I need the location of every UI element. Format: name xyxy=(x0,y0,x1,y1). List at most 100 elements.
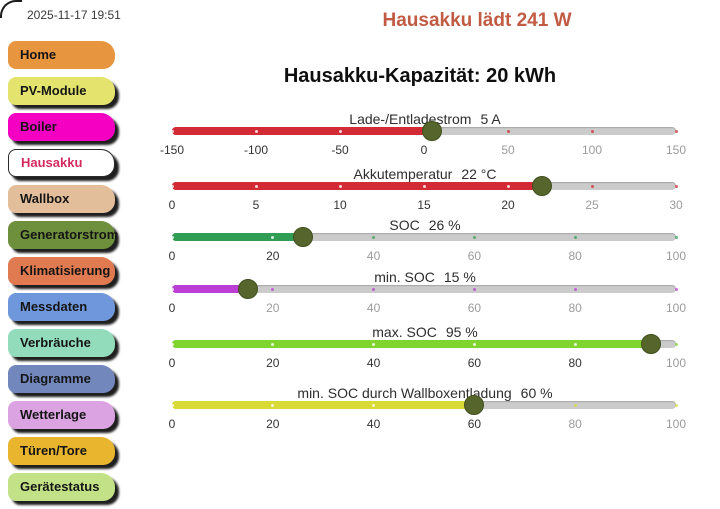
tick-dot xyxy=(573,404,577,407)
tick-label: 100 xyxy=(665,301,687,315)
tick-label: 0 xyxy=(168,301,176,315)
slider-fill xyxy=(172,285,248,293)
slider-thumb[interactable] xyxy=(422,121,443,141)
tick-label: -100 xyxy=(243,143,269,157)
tick-dot xyxy=(372,404,376,407)
sidebar-item-generatorstrom[interactable]: Generatorstrom xyxy=(8,221,118,249)
slider-row-max-soc: max. SOC 95 % 0 20 40 60 80 100 xyxy=(160,324,720,370)
slider-thumb[interactable] xyxy=(531,176,552,196)
tick-dot xyxy=(271,404,275,407)
sidebar-item-pv-module[interactable]: PV-Module xyxy=(8,77,115,105)
tick-label: 80 xyxy=(568,417,582,431)
tick-dot xyxy=(590,130,594,133)
slider-fill xyxy=(172,340,651,348)
slider-value: 22 °C xyxy=(461,166,497,182)
tick-label: 25 xyxy=(585,198,599,212)
sidebar-item-wetterlage[interactable]: Wetterlage xyxy=(8,401,115,429)
tick-label: 20 xyxy=(501,198,515,212)
tick-dot xyxy=(674,130,678,133)
tick-label: 80 xyxy=(568,301,582,315)
tick-labels: 0 20 40 60 80 100 xyxy=(168,356,686,370)
sidebar-item-klimatisierung[interactable]: Klimatisierung xyxy=(8,257,115,285)
slider-name: SOC xyxy=(389,217,420,233)
slider-thumb[interactable] xyxy=(293,227,314,247)
slider-value: 26 % xyxy=(428,217,461,233)
main-content: Hausakku lädt 241 W Hausakku-Kapazität: … xyxy=(160,0,720,508)
tick-label: 100 xyxy=(665,417,687,431)
sidebar-item-boiler[interactable]: Boiler xyxy=(8,113,115,141)
tick-dot xyxy=(271,343,275,346)
slider-thumb[interactable] xyxy=(464,395,485,415)
tick-dot xyxy=(254,130,258,133)
tick-dot xyxy=(674,288,678,291)
sidebar-item-geratestatus[interactable]: Gerätestatus xyxy=(8,473,115,501)
sidebar-item-messdaten[interactable]: Messdaten xyxy=(8,293,115,321)
tick-dot xyxy=(372,343,376,346)
tick-label: 0 xyxy=(168,198,176,212)
slider-row-akkutemperatur: Akkutemperatur 22 °C 0 5 10 15 20 25 30 xyxy=(160,166,720,212)
slider-value: 60 % xyxy=(520,385,553,401)
sidebar-item-turen-tore[interactable]: Türen/Tore xyxy=(8,437,115,465)
slider-track[interactable] xyxy=(170,334,678,354)
tick-label: 40 xyxy=(366,249,381,263)
tick-labels: 0 5 10 15 20 25 30 xyxy=(168,198,683,212)
tick-label: -150 xyxy=(159,143,185,157)
tick-labels: 0 20 40 60 80 100 xyxy=(168,301,686,315)
tick-label: 20 xyxy=(266,249,280,263)
slider-track[interactable] xyxy=(170,395,678,415)
slider-track[interactable] xyxy=(170,121,678,141)
tick-dot xyxy=(254,185,258,188)
tick-label: 0 xyxy=(168,356,176,370)
tick-labels: -150 -100 -50 0 50 100 150 xyxy=(160,143,686,157)
slider-thumb[interactable] xyxy=(237,279,258,299)
tick-label: 100 xyxy=(581,143,603,157)
tick-dot xyxy=(674,404,678,407)
tick-dot xyxy=(472,343,476,346)
sidebar-item-diagramme[interactable]: Diagramme xyxy=(8,365,115,393)
tick-label: 80 xyxy=(568,249,582,263)
slider-track[interactable] xyxy=(170,227,678,247)
sidebar-item-home[interactable]: Home xyxy=(8,41,115,69)
slider-track[interactable] xyxy=(170,176,678,196)
tick-label: 100 xyxy=(665,356,687,370)
tick-label: 60 xyxy=(467,417,482,431)
tick-dot xyxy=(573,236,577,239)
tick-label: 15 xyxy=(417,198,431,212)
slider-label: Lade-/Entladestrom 5 A xyxy=(160,111,690,127)
slider-track-rail xyxy=(172,285,676,293)
slider-fill xyxy=(172,182,542,190)
sidebar: Home PV-Module Boiler Hausakku Wallbox Genera… xyxy=(8,41,126,509)
slider-row-lade-entladestrom: Lade-/Entladestrom 5 A -150 -100 -50 0 50 100 15… xyxy=(160,111,720,157)
timestamp: 2025-11-17 19:51 xyxy=(27,8,121,22)
slider-row-min-soc-durch-wallboxentladung: min. SOC durch Wallboxentladung 60 % 0 20 40… xyxy=(160,385,720,431)
tick-dot xyxy=(170,404,174,407)
tick-label: -50 xyxy=(331,143,349,157)
tick-dot xyxy=(338,185,342,188)
sidebar-item-wallbox[interactable]: Wallbox xyxy=(8,185,115,213)
tick-dot xyxy=(422,185,426,188)
slider-label: max. SOC 95 % xyxy=(160,324,690,340)
slider-thumb[interactable] xyxy=(640,334,661,354)
tick-dot xyxy=(506,185,510,188)
tick-dot xyxy=(170,288,174,291)
tick-dot xyxy=(338,130,342,133)
page-corner-frame xyxy=(0,0,22,18)
slider-track[interactable] xyxy=(170,279,678,299)
tick-dot xyxy=(590,185,594,188)
slider-row-soc: SOC 26 % 0 20 40 60 80 100 xyxy=(160,217,720,263)
sidebar-item-verbrauche[interactable]: Verbräuche xyxy=(8,329,115,357)
tick-dot xyxy=(271,288,275,291)
tick-label: 50 xyxy=(501,143,515,157)
tick-label: 150 xyxy=(665,143,687,157)
tick-dot xyxy=(573,288,577,291)
slider-row-min-soc: min. SOC 15 % 0 20 40 60 80 100 xyxy=(160,269,720,315)
slider-track-rail xyxy=(172,233,676,241)
slider-value: 95 % xyxy=(445,324,478,340)
sidebar-item-hausakku[interactable]: Hausakku xyxy=(8,149,115,177)
tick-label: 5 xyxy=(252,198,260,212)
slider-value: 15 % xyxy=(443,269,476,285)
tick-dot xyxy=(170,130,174,133)
slider-fill xyxy=(172,233,304,241)
tick-label: 40 xyxy=(366,356,381,370)
slider-name: min. SOC durch Wallboxentladung xyxy=(297,385,512,401)
